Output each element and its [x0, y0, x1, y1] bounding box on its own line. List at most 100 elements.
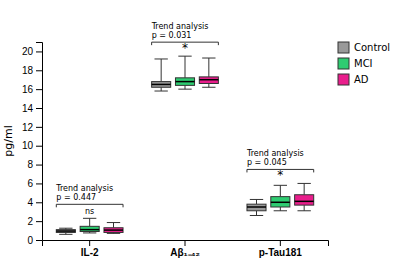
whisker — [89, 218, 90, 226]
whisker-cap — [154, 91, 167, 92]
annotation-line: Trend analysis — [246, 149, 304, 158]
tick: 10 — [22, 140, 42, 151]
annotation: Trend analysisp = 0.447 — [55, 184, 113, 202]
x-axis: IL-2 Aβ₁₋₄₂ p-Tau181 — [43, 240, 329, 258]
tick: 8 — [27, 159, 42, 170]
whisker-cap — [250, 215, 263, 216]
tick: Aβ₁₋₄₂ — [170, 240, 200, 258]
legend-label: Control — [354, 42, 390, 53]
tick-mark — [89, 240, 90, 246]
box — [56, 228, 75, 234]
whisker-cap — [107, 222, 120, 223]
annotation-line: p = 0.447 — [56, 193, 96, 202]
whisker — [113, 223, 114, 228]
whisker — [208, 58, 209, 77]
tick-label: 6 — [27, 178, 33, 189]
tick: 14 — [22, 103, 42, 114]
tick-mark — [185, 240, 186, 246]
box-body — [247, 204, 266, 211]
legend-label: MCI — [354, 58, 373, 69]
tick: p-Tau181 — [259, 240, 303, 258]
tick-label: 20 — [22, 46, 34, 57]
whisker — [185, 85, 186, 89]
whisker-cap — [59, 234, 72, 235]
tick: IL-2 — [81, 240, 99, 258]
tick-mark — [36, 165, 42, 166]
tick-label: 10 — [22, 140, 34, 151]
legend-label: AD — [354, 74, 369, 85]
significance: * — [182, 41, 188, 55]
chart: 02468101214161820IL-2Aβ₁₋₄₂p-Tau181nsTre… — [0, 0, 400, 264]
annotation-line: p = 0.045 — [247, 158, 287, 167]
annotation-line: p = 0.031 — [152, 31, 192, 40]
whisker-cap — [274, 210, 287, 211]
whisker — [304, 183, 305, 194]
median — [199, 79, 218, 81]
whisker-cap — [83, 218, 96, 219]
box — [104, 223, 123, 234]
box-body — [295, 195, 314, 205]
box — [295, 183, 314, 210]
whisker-cap — [178, 89, 191, 90]
tick-label: 4 — [27, 197, 33, 208]
whisker-cap — [297, 183, 310, 184]
median — [152, 84, 171, 86]
tick-mark — [36, 89, 42, 90]
whisker — [304, 205, 305, 211]
whisker-cap — [83, 232, 96, 233]
tick-label: Aβ₁₋₄₂ — [170, 247, 200, 258]
legend-item: MCI — [338, 58, 373, 69]
tick-mark — [36, 240, 42, 241]
tick-label: 2 — [27, 216, 33, 227]
whisker-cap — [274, 185, 287, 186]
box — [80, 218, 99, 233]
tick-label: 16 — [22, 84, 34, 95]
marks — [56, 56, 313, 234]
tick-label: IL-2 — [81, 247, 99, 258]
whisker-cap — [250, 199, 263, 200]
legend-swatch — [338, 74, 349, 85]
median — [271, 202, 290, 204]
box-body — [271, 197, 290, 207]
box-body — [80, 226, 99, 231]
axis-line — [43, 241, 329, 247]
whisker-cap — [178, 56, 191, 57]
box-body — [56, 230, 75, 233]
tick-mark — [36, 108, 42, 109]
box-body — [104, 228, 123, 233]
box — [152, 59, 171, 91]
annotations: nsTrend analysisp = 0.447*Trend analysis… — [55, 22, 313, 216]
tick-label: 0 — [27, 235, 33, 246]
tick: 6 — [27, 178, 42, 189]
whisker-cap — [59, 228, 72, 229]
box — [271, 185, 290, 210]
tick-label: p-Tau181 — [259, 247, 303, 258]
plot-area: 02468101214161820IL-2Aβ₁₋₄₂p-Tau181nsTre… — [22, 22, 329, 258]
annotation: Trend analysisp = 0.031 — [151, 22, 209, 40]
legend-swatch — [338, 42, 349, 53]
whisker-cap — [202, 58, 215, 59]
whisker — [185, 56, 186, 78]
whisker-cap — [107, 233, 120, 234]
tick-mark — [36, 51, 42, 52]
whisker — [256, 199, 257, 204]
tick-label: 8 — [27, 159, 33, 170]
box-body — [152, 82, 171, 88]
tick: 16 — [22, 84, 42, 95]
tick: 20 — [22, 46, 42, 57]
significance: * — [277, 168, 283, 182]
whisker-cap — [297, 210, 310, 211]
series — [56, 59, 266, 234]
series — [80, 56, 290, 233]
legend-item: Control — [338, 42, 390, 53]
tick-mark — [36, 183, 42, 184]
median — [295, 201, 314, 203]
box-body — [175, 78, 194, 86]
tick-mark — [36, 146, 42, 147]
whisker — [280, 207, 281, 211]
box — [199, 58, 218, 87]
tick: 0 — [27, 235, 42, 246]
legend-swatch — [338, 58, 349, 69]
tick: 18 — [22, 65, 42, 76]
median — [104, 229, 123, 231]
